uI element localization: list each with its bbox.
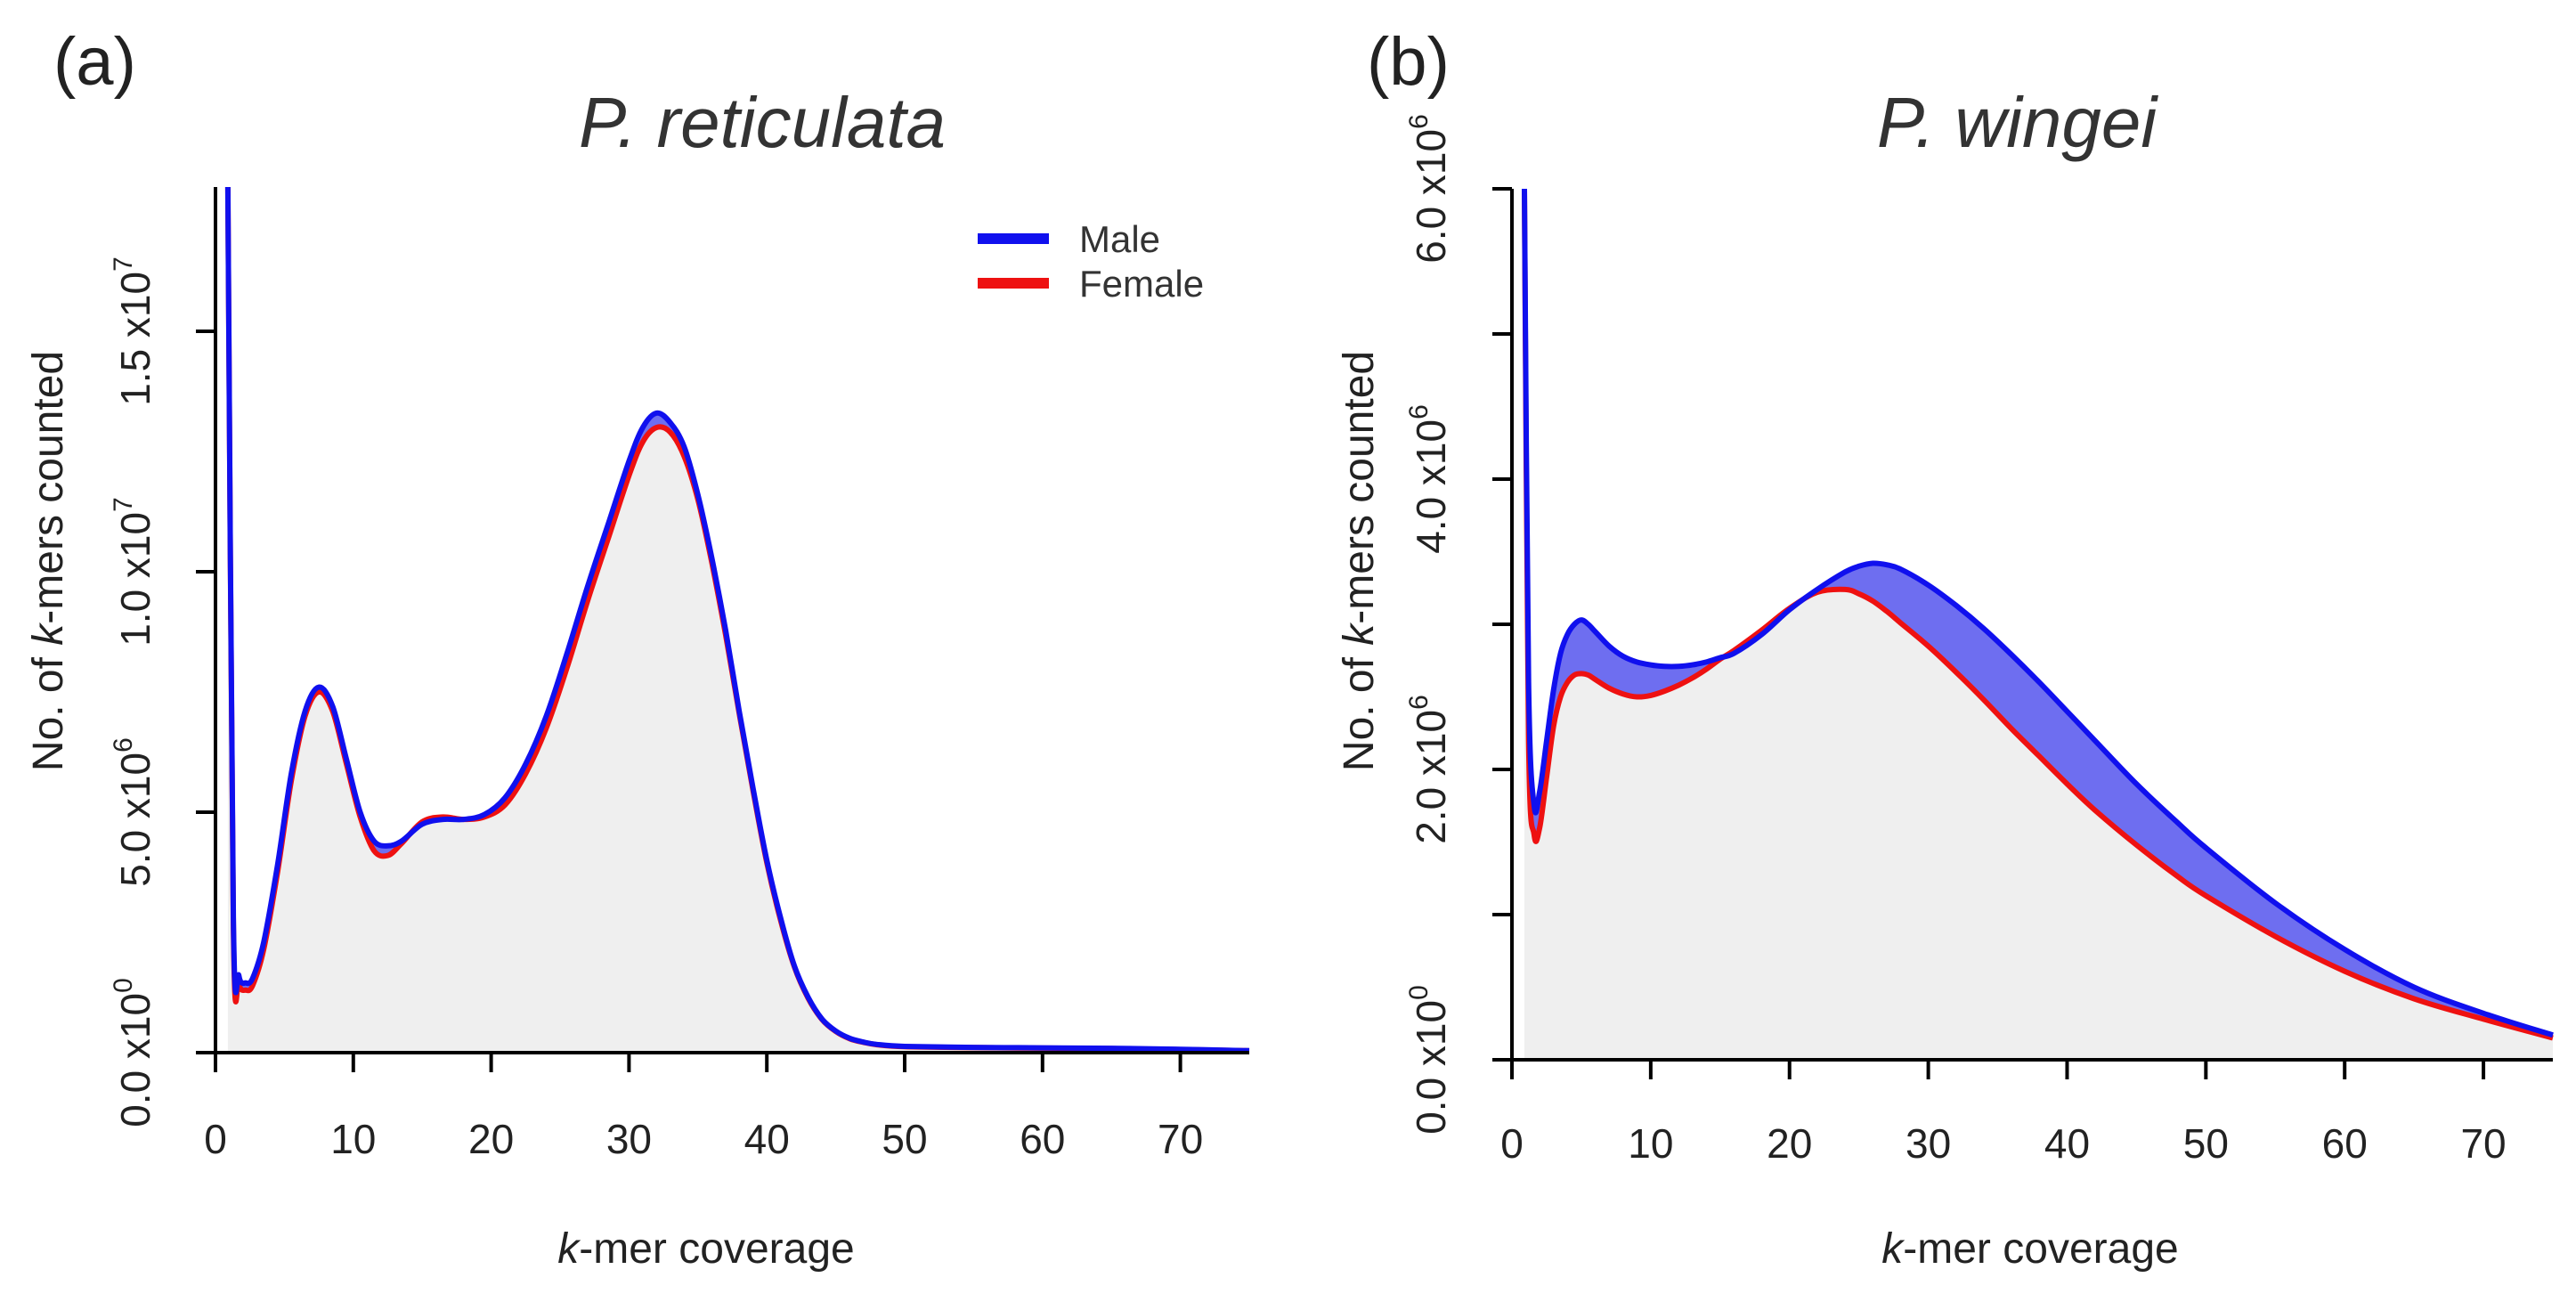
y-tick-times: x10 [1408, 1000, 1454, 1066]
panel-letter-a: (a) [53, 24, 136, 100]
y-tick-exponent: 6 [1404, 114, 1434, 129]
panel-a-chart: P. reticulata 0 10 20 30 40 50 60 70 0.0 x1005.… [25, 83, 1250, 1273]
panel-a-x-axis-label: k-mer coverage [557, 1225, 854, 1273]
y-tick-times: x10 [1408, 129, 1454, 195]
panel-a-x-axis-label-k: k [557, 1225, 581, 1273]
panel-b-x-axis-label-rest: -mer coverage [1903, 1225, 2178, 1273]
panel-b-x-tick-label: 0 [1500, 1120, 1524, 1167]
panel-a-x-ticks: 0 10 20 30 40 50 60 70 [204, 1053, 1203, 1162]
y-tick-exponent: 0 [109, 978, 138, 993]
panel-b-x-tick-label: 40 [2044, 1120, 2090, 1167]
y-tick-exponent: 6 [109, 737, 138, 753]
panel-a-x-tick-label: 20 [468, 1116, 514, 1162]
y-tick-times: x10 [112, 993, 158, 1059]
panel-a-y-axis-label-before: No. of [25, 646, 72, 771]
panel-b-y-axis-label-k: k [1336, 622, 1383, 646]
panel-a-y-axis-label-after: -mers counted [25, 351, 72, 624]
panel-a-x-tick-label: 60 [1020, 1116, 1065, 1162]
panel-a-baseline-fill [227, 187, 1249, 1053]
panel-a-y-tick-label: 1.0 x107 [109, 497, 158, 647]
panel-a-x-tick-label: 30 [606, 1116, 652, 1162]
panel-a-male-line [224, 186, 1250, 1054]
panel-b-y-axis-label-before: No. of [1336, 646, 1383, 771]
y-tick-exponent: 6 [1404, 695, 1434, 710]
panel-b-x-tick-label: 20 [1767, 1120, 1812, 1167]
panel-a-legend: Male Female [978, 218, 1204, 305]
y-tick-times: x10 [1408, 419, 1454, 485]
y-tick-times: x10 [112, 512, 158, 578]
panel-b-x-tick-label: 50 [2183, 1120, 2229, 1167]
panel-a-y-tick-label: 1.5 x107 [109, 256, 158, 406]
panel-a-x-tick-label: 50 [882, 1116, 927, 1162]
y-tick-exponent: 7 [109, 497, 138, 512]
y-tick-mantissa: 0.0 [112, 1059, 158, 1127]
panel-b-x-axis-label: k-mer coverage [1881, 1225, 2178, 1273]
y-tick-mantissa: 1.0 [112, 578, 158, 647]
panel-a-title: P. reticulata [579, 83, 946, 162]
panel-b-baseline-fill [1524, 189, 2553, 1060]
y-tick-mantissa: 5.0 [112, 818, 158, 887]
panel-b-x-tick-label: 10 [1628, 1120, 1673, 1167]
panel-b-y-tick-label: 4.0 x106 [1404, 404, 1454, 554]
panel-b-y-tick-label: 6.0 x106 [1404, 114, 1454, 264]
panel-a-x-axis-label-rest: -mer coverage [579, 1225, 854, 1273]
panel-b-x-ticks: 0 10 20 30 40 50 60 70 [1500, 1060, 2507, 1167]
panel-b-y-axis-label: No. of k-mers counted [1336, 351, 1383, 771]
legend-male-label: Male [1079, 218, 1160, 260]
y-tick-times: x10 [1408, 710, 1454, 776]
y-tick-mantissa: 1.5 [112, 338, 158, 406]
panel-b-title: P. wingei [1877, 83, 2159, 162]
y-tick-exponent: 0 [1404, 985, 1434, 1000]
panel-b-x-tick-label: 60 [2322, 1120, 2368, 1167]
panel-b-female-line [1522, 188, 2554, 1041]
y-tick-mantissa: 0.0 [1408, 1066, 1454, 1135]
panel-b-x-tick-label: 30 [1906, 1120, 1951, 1167]
panel-a-x-tick-label: 70 [1158, 1116, 1203, 1162]
y-tick-times: x10 [112, 753, 158, 818]
panel-a-x-tick-label: 40 [744, 1116, 790, 1162]
panel-b-male-line [1522, 188, 2554, 1038]
panel-a-x-tick-label: 10 [330, 1116, 376, 1162]
panel-a-y-axis-label-k: k [25, 622, 72, 646]
y-tick-times: x10 [112, 272, 158, 338]
panel-b-x-tick-label: 70 [2460, 1120, 2506, 1167]
panel-b-y-axis-label-after: -mers counted [1336, 351, 1383, 624]
y-tick-mantissa: 2.0 [1408, 776, 1454, 844]
panel-b-x-axis-label-k: k [1881, 1225, 1906, 1273]
panel-a-y-tick-label: 5.0 x106 [109, 737, 158, 887]
panel-letter-b: (b) [1367, 24, 1450, 100]
legend-female-label: Female [1079, 263, 1204, 305]
y-tick-mantissa: 6.0 [1408, 195, 1454, 264]
panel-b-y-tick-label: 2.0 x106 [1404, 695, 1454, 844]
panel-a-x-tick-label: 0 [204, 1116, 227, 1162]
panel-a-y-tick-label: 0.0 x100 [109, 978, 158, 1127]
panel-b-y-tick-label: 0.0 x100 [1404, 985, 1454, 1135]
y-tick-exponent: 6 [1404, 404, 1434, 419]
y-tick-mantissa: 4.0 [1408, 485, 1454, 554]
panel-a-y-axis-label: No. of k-mers counted [25, 351, 72, 771]
y-tick-exponent: 7 [109, 256, 138, 272]
